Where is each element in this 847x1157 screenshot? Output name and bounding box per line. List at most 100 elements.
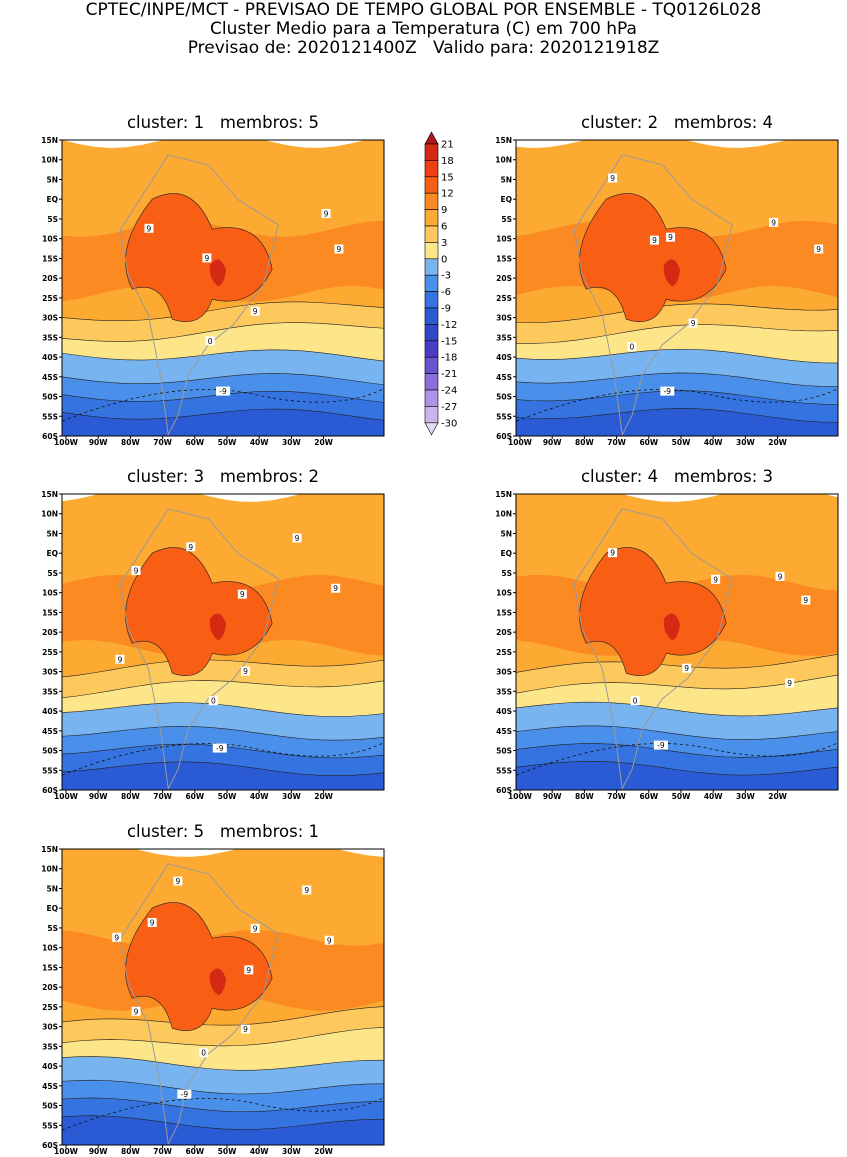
panel-title-1: cluster: 1 membros: 5 [126,113,320,132]
contour-label: 9 [243,1025,248,1034]
colorbar-segment [424,192,439,210]
contour-label: 9 [652,236,657,245]
colorbar-label: -9 [441,304,451,315]
lon-tick-label: 90W [543,438,562,446]
map-panel-1: 15N 10N 5N EQ 5S 10S 15S 20S 25S 30S 35S 40S 45S 50S 5… [41,136,385,446]
dashed-contour [62,1097,384,1131]
lat-tick-label: 10N [41,510,58,519]
lon-tick-label: 90W [89,438,108,446]
lon-tick-label: 100W [54,1147,79,1155]
lat-tick-label: 15N [41,490,58,499]
lon-tick-label: 40W [250,438,269,446]
colorbar-label: 15 [441,172,454,183]
contour-label: -9 [664,387,672,396]
contour-label: 9 [778,572,783,581]
lat-tick-label: 55S [42,1121,58,1130]
lat-tick-label: 50S [42,393,58,402]
lat-tick-label: 55S [42,412,58,421]
contour-label: 9 [205,254,210,263]
lat-tick-label: 30S [496,668,512,677]
panel-title-5: cluster: 5 membros: 1 [126,822,320,841]
contour-label-bg [241,666,251,676]
lat-tick-label: 40S [42,353,58,362]
continent-outline [119,154,279,436]
lat-tick-label: 5N [47,884,59,893]
contour-label-bg [630,696,640,706]
panel-title-3: cluster: 3 membros: 2 [126,467,320,486]
contour-label-bg [814,244,824,254]
colorbar-segment [424,307,439,325]
lat-tick-label: 10N [495,156,512,165]
lon-tick-label: 70W [607,792,626,800]
contour-label-bg [173,876,183,886]
lon-tick-label: 90W [89,792,108,800]
lat-tick-label: 10N [41,156,58,165]
dashed-contour [62,742,384,776]
colorbar-label: -27 [441,402,457,413]
lat-tick-label: 30S [42,668,58,677]
contour-label: 9 [304,886,309,895]
lon-tick-label: 60W [639,438,658,446]
colorbar-label: 12 [441,189,454,200]
colorbar: 21 18 15 12 9 6 3 0 -3 -6 -9 -12 -15 -18 -21 -24 -27 -30 [424,131,457,436]
lat-tick-label: 40S [496,353,512,362]
warm-region [579,193,727,322]
contour-label: 9 [188,543,193,552]
dashed-contour [516,742,838,776]
plot-frame [61,493,385,791]
lat-tick-label: 60S [42,1141,58,1150]
hot-core [209,968,227,996]
lon-tick-label: 20W [314,1147,333,1155]
lon-tick-label: 80W [121,1147,140,1155]
contour-label-bg [324,935,334,945]
plot-frame [61,139,385,437]
lon-tick-label: 100W [508,438,533,446]
colorbar-label: -18 [441,353,457,364]
lat-tick-label: 10S [496,235,512,244]
dashed-contour [62,388,384,422]
contour-label: 9 [114,933,119,942]
lat-tick-label: 55S [42,766,58,775]
lon-tick-label: 80W [121,438,140,446]
lat-tick-label: EQ [47,195,59,204]
hot-core [663,259,681,287]
plot-frame [61,848,385,1146]
contour-label: 0 [201,1049,206,1058]
colorbar-segment [424,242,439,260]
contour-label: 9 [240,590,245,599]
lat-tick-label: 25S [42,648,58,657]
lon-tick-label: 100W [508,792,533,800]
contour-label: 9 [134,566,139,575]
lat-tick-label: 5N [47,175,59,184]
lat-tick-label: 35S [42,687,58,696]
lat-tick-label: 40S [42,1062,58,1071]
lat-tick-label: 15S [496,608,512,617]
contour-label: 9 [668,233,673,242]
contour-label-bg [115,654,125,664]
colorbar-label: -12 [441,320,457,331]
lon-tick-label: 90W [89,1147,108,1155]
lat-tick-label: 15N [41,845,58,854]
lon-tick-label: 50W [218,792,237,800]
contour-label: -9 [657,741,665,750]
contour-label-bg [292,533,302,543]
lat-tick-label: 15N [495,136,512,145]
colorbar-segment [424,356,439,374]
lon-tick-label: 60W [185,1147,204,1155]
contour-label: 9 [803,596,808,605]
colorbar-segment [424,406,439,424]
contour-label: 9 [134,1007,139,1016]
contour-label: 9 [246,966,251,975]
contour-label-bg [711,574,721,584]
lon-tick-label: 20W [314,438,333,446]
lon-tick-label: 70W [607,438,626,446]
lat-tick-label: 20S [496,274,512,283]
contour-label-bg [144,223,154,233]
contour-label-bg [250,306,260,316]
lat-tick-label: 45S [42,727,58,736]
contour-label: 9 [147,224,152,233]
colorbar-segment [424,324,439,342]
continent-outline [573,154,733,436]
lat-tick-label: 50S [496,747,512,756]
lon-tick-label: 40W [704,438,723,446]
